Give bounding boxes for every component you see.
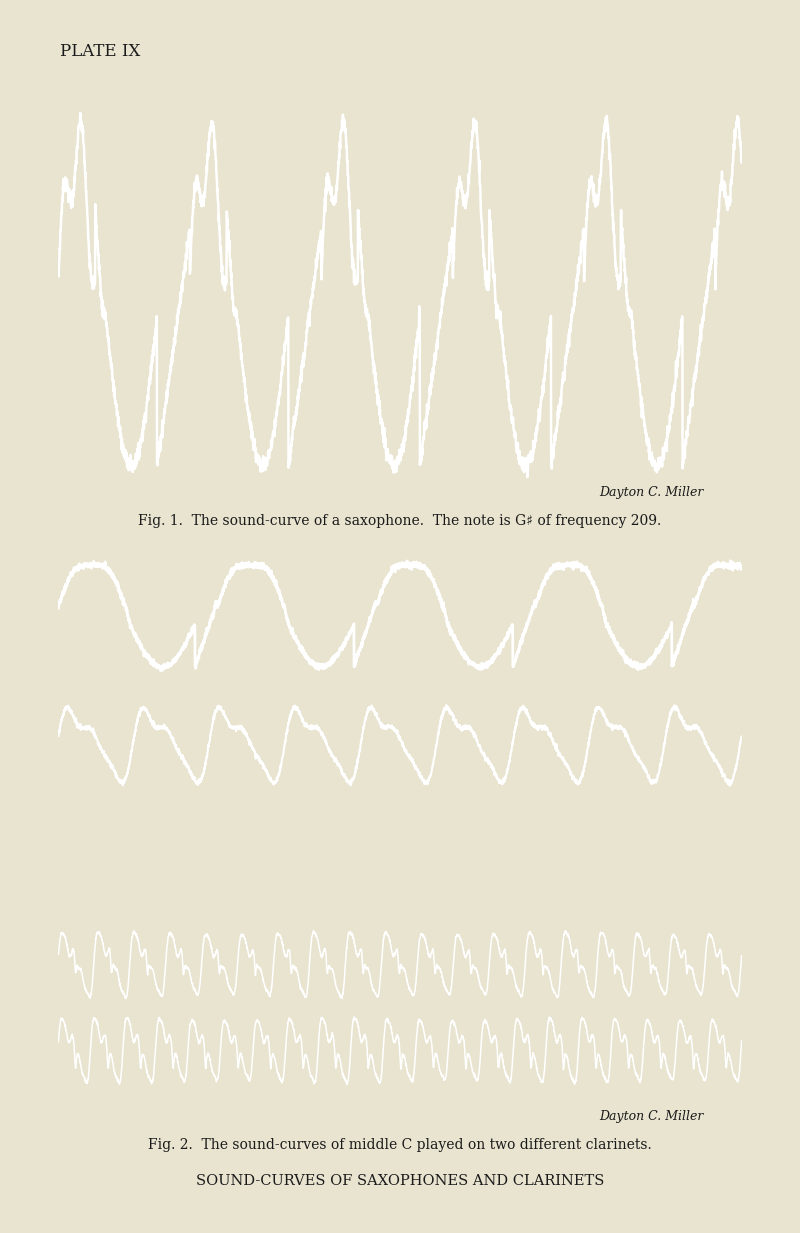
Text: PLATE IX: PLATE IX xyxy=(60,43,140,60)
Text: Fig. 2.  The sound-curves of middle C played on two different clarinets.: Fig. 2. The sound-curves of middle C pla… xyxy=(148,1138,652,1152)
Text: Dayton C. Miller: Dayton C. Miller xyxy=(600,1110,704,1123)
Text: Fig. 1.  The sound-curve of a saxophone.  The note is G♯ of frequency 209.: Fig. 1. The sound-curve of a saxophone. … xyxy=(138,514,662,528)
Text: SOUND-CURVES OF SAXOPHONES AND CLARINETS: SOUND-CURVES OF SAXOPHONES AND CLARINETS xyxy=(196,1174,604,1187)
Text: Dayton C. Miller: Dayton C. Miller xyxy=(600,486,704,499)
